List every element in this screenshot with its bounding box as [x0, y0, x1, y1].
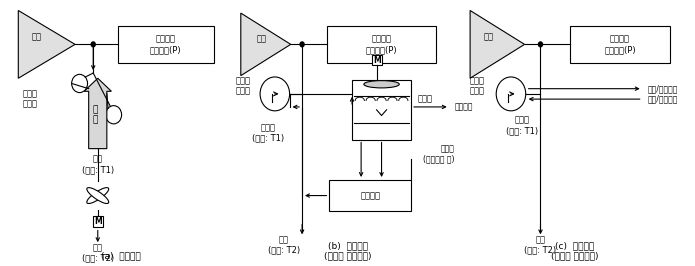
Text: 공정배수: 공정배수 [455, 102, 473, 111]
Text: 냉각탑: 냉각탑 [418, 95, 433, 104]
Bar [570, 26, 670, 63]
Polygon shape [240, 13, 291, 76]
Text: 증기터빈
배기압력(P): 증기터빈 배기압력(P) [366, 34, 398, 55]
Text: 복수
(온도: T2): 복수 (온도: T2) [525, 235, 557, 255]
Bar [327, 26, 436, 63]
Polygon shape [470, 10, 525, 78]
Text: (a)  공냉방식: (a) 공냉방식 [101, 252, 140, 261]
Text: 증기터빈
배기압력(P): 증기터빈 배기압력(P) [604, 34, 636, 55]
Circle shape [260, 77, 290, 111]
Text: 복수
(온도: T2): 복수 (온도: T2) [82, 243, 114, 263]
Text: M: M [94, 217, 101, 226]
Text: 보급수
(공업용수 등): 보급수 (공업용수 등) [423, 144, 455, 164]
Bar [118, 26, 213, 63]
Circle shape [300, 41, 305, 48]
Ellipse shape [87, 188, 108, 203]
Bar [329, 180, 411, 211]
Bar [373, 55, 382, 65]
Circle shape [106, 106, 122, 124]
Text: (b)  수냉방식
(냉각수 순환방식): (b) 수냉방식 (냉각수 순환방식) [324, 241, 371, 261]
Text: 복수
(온도: T2): 복수 (온도: T2) [268, 235, 300, 255]
Text: 증기터빈
배기압력(P): 증기터빈 배기압력(P) [150, 34, 181, 55]
Text: 공냉식
복수기: 공냉식 복수기 [22, 89, 37, 109]
Text: 냉각수
(온도: T1): 냉각수 (온도: T1) [506, 115, 539, 135]
Ellipse shape [364, 81, 399, 88]
Polygon shape [18, 10, 75, 78]
Bar [92, 216, 103, 227]
Text: 공
기: 공 기 [93, 105, 98, 124]
Ellipse shape [87, 188, 108, 203]
Text: 터빈: 터빈 [31, 32, 42, 41]
Text: 냉각수조: 냉각수조 [360, 191, 380, 200]
Text: 수냉식
복수기: 수냉식 복수기 [236, 76, 251, 96]
Circle shape [90, 41, 96, 48]
Text: M: M [373, 56, 381, 65]
Text: 공기
(온도: T1): 공기 (온도: T1) [82, 155, 114, 174]
Text: 바다/하천에서: 바다/하천에서 [647, 95, 678, 104]
FancyArrow shape [84, 78, 111, 149]
Text: (c)  수냉방식
(냉각수 교환방식): (c) 수냉방식 (냉각수 교환방식) [550, 241, 598, 261]
Circle shape [496, 77, 525, 111]
Bar [352, 80, 411, 140]
Text: 터빈: 터빈 [256, 35, 266, 44]
Text: 수냉식
복수기: 수냉식 복수기 [469, 76, 484, 96]
Text: 냉각수
(온도: T1): 냉각수 (온도: T1) [252, 123, 284, 143]
Circle shape [72, 74, 88, 93]
Circle shape [538, 41, 543, 48]
Text: 바다/하천으로: 바다/하천으로 [647, 84, 678, 93]
Text: 터빈: 터빈 [483, 32, 493, 41]
